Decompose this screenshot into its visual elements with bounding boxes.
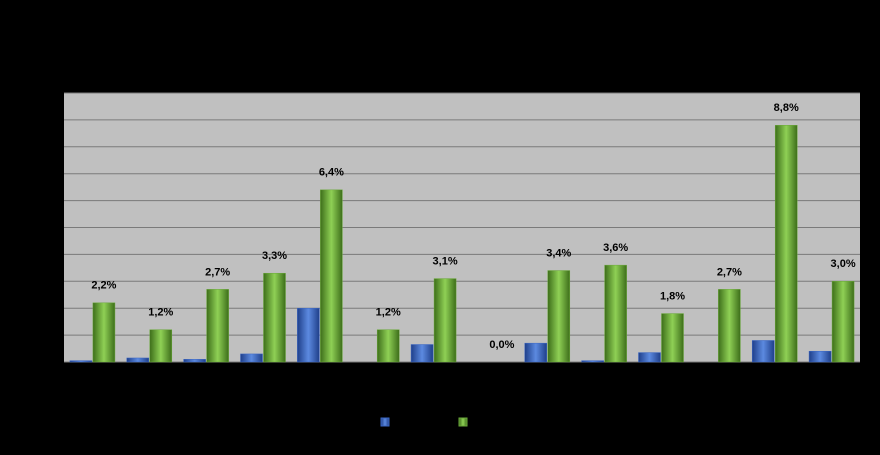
legend-marker xyxy=(380,417,390,427)
bar xyxy=(433,278,457,363)
bar xyxy=(183,359,206,363)
data-label: 1,8% xyxy=(660,290,685,302)
bar xyxy=(320,189,343,363)
bar xyxy=(808,350,832,363)
bar xyxy=(69,360,93,363)
data-label: 3,6% xyxy=(603,242,628,254)
data-label: 3,0% xyxy=(831,258,856,270)
data-label: 2,2% xyxy=(91,280,116,292)
data-label: 1,2% xyxy=(376,307,401,319)
bar xyxy=(524,342,548,363)
data-label: 6,4% xyxy=(319,167,344,179)
data-label: 3,1% xyxy=(433,256,458,268)
bar xyxy=(92,302,116,363)
bar xyxy=(661,313,684,363)
bar xyxy=(718,289,741,363)
bar xyxy=(240,353,263,363)
data-label: 3,3% xyxy=(262,250,287,262)
bar xyxy=(149,329,173,363)
bar xyxy=(831,281,855,363)
bar xyxy=(774,125,798,363)
bar xyxy=(126,357,150,363)
data-label: 8,8% xyxy=(774,102,799,114)
data-label: 0,0% xyxy=(489,339,514,351)
bar xyxy=(263,272,286,363)
bar xyxy=(376,329,400,363)
bar xyxy=(638,352,661,363)
data-label: 1,2% xyxy=(148,307,173,319)
legend-marker xyxy=(458,417,468,427)
bar xyxy=(581,360,604,363)
data-label: 2,7% xyxy=(205,266,230,278)
bar xyxy=(410,344,434,363)
bar xyxy=(297,307,320,363)
data-label: 3,4% xyxy=(546,247,571,259)
data-label: 2,7% xyxy=(717,266,742,278)
bar xyxy=(604,264,627,363)
bar xyxy=(547,270,571,363)
bar xyxy=(751,340,775,363)
bar xyxy=(206,289,229,363)
